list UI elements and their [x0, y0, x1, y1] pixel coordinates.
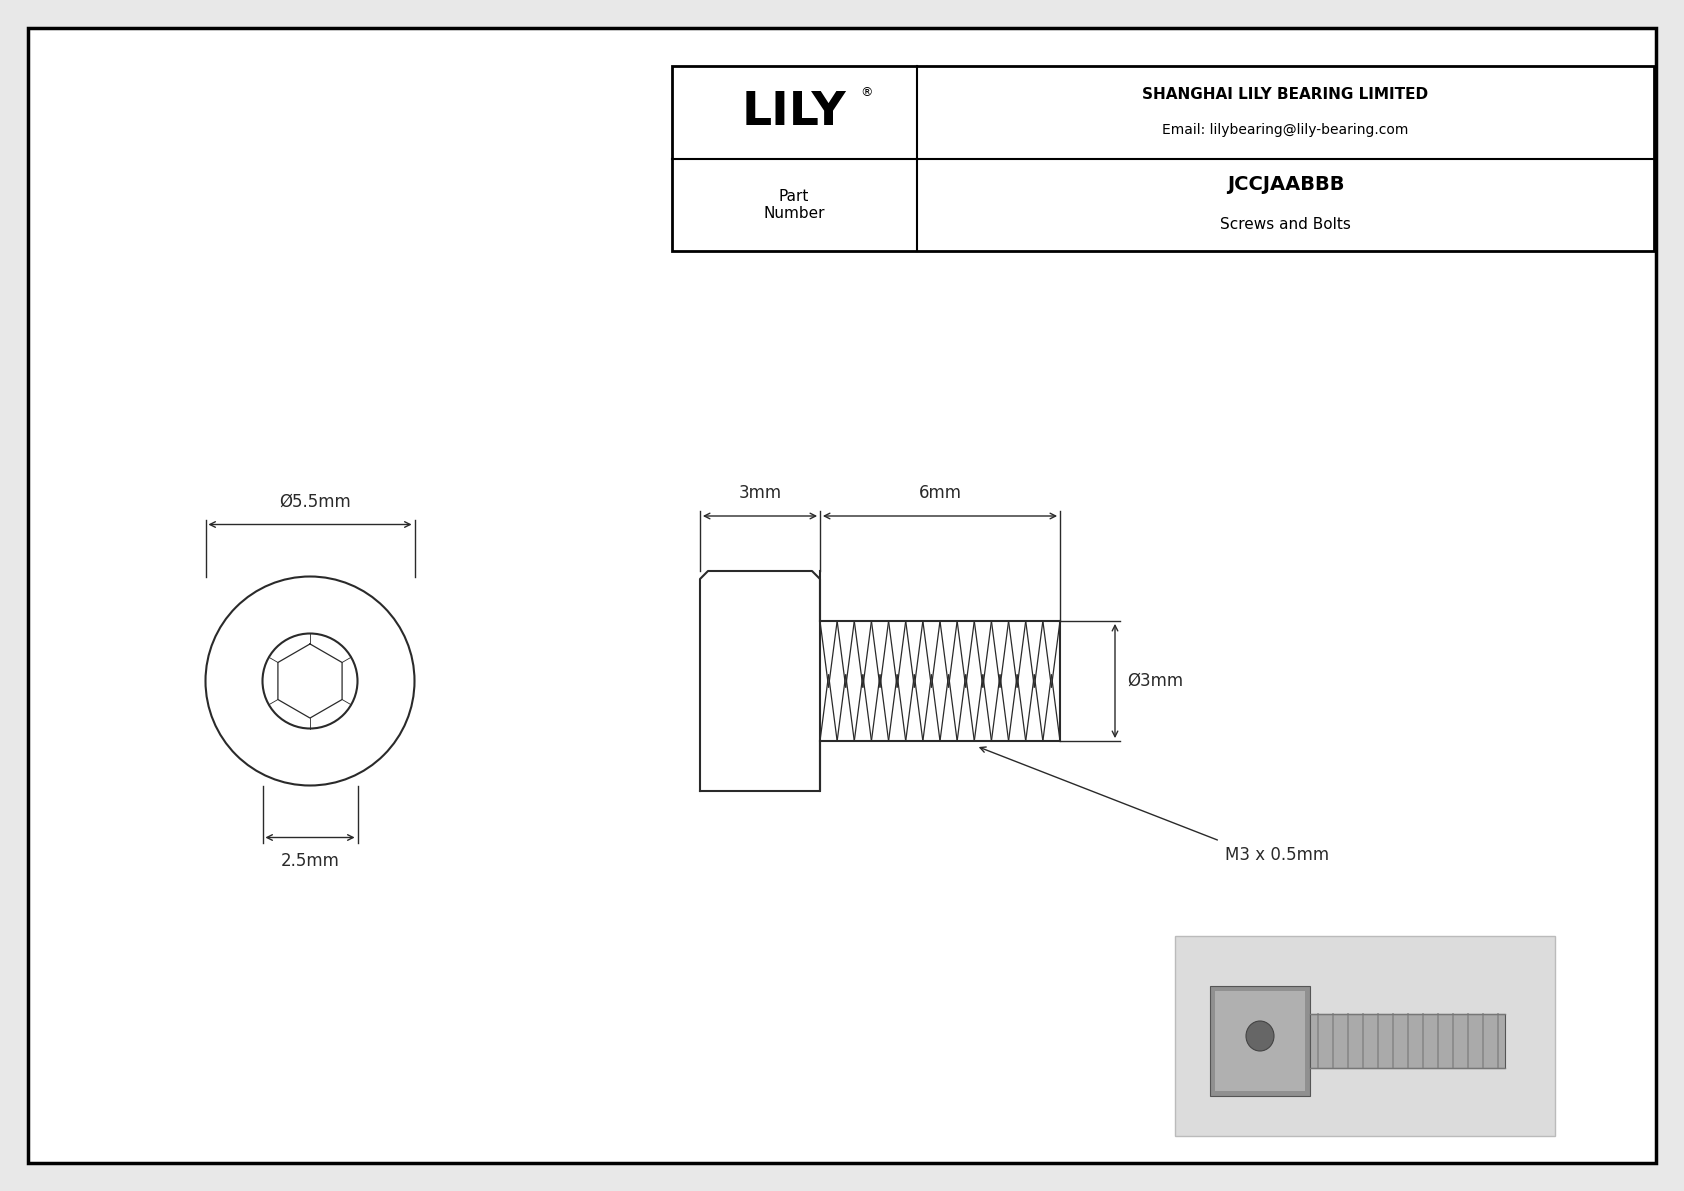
Polygon shape [701, 570, 820, 791]
Text: M3 x 0.5mm: M3 x 0.5mm [1224, 846, 1329, 863]
Bar [1310, 1014, 1505, 1068]
Ellipse shape [1246, 1021, 1275, 1050]
Bar [672, 66, 1654, 251]
Text: ®: ® [861, 86, 872, 99]
Circle shape [263, 634, 357, 729]
Text: 2.5mm: 2.5mm [281, 853, 340, 871]
Text: 6mm: 6mm [918, 484, 962, 501]
Text: SHANGHAI LILY BEARING LIMITED: SHANGHAI LILY BEARING LIMITED [1142, 87, 1428, 101]
Bar [1214, 991, 1305, 1091]
Text: Email: lilybearing@lily-bearing.com: Email: lilybearing@lily-bearing.com [1162, 123, 1410, 137]
Text: Part
Number: Part Number [763, 188, 825, 222]
Text: LILY: LILY [741, 89, 847, 135]
Bar [1175, 936, 1554, 1136]
Text: Screws and Bolts: Screws and Bolts [1221, 217, 1351, 232]
Circle shape [205, 576, 414, 786]
Text: 3mm: 3mm [739, 484, 781, 501]
Text: JCCJAABBB: JCCJAABBB [1226, 175, 1344, 194]
Text: Ø5.5mm: Ø5.5mm [280, 493, 350, 511]
Bar [1211, 986, 1310, 1096]
Text: Ø3mm: Ø3mm [1127, 672, 1184, 690]
